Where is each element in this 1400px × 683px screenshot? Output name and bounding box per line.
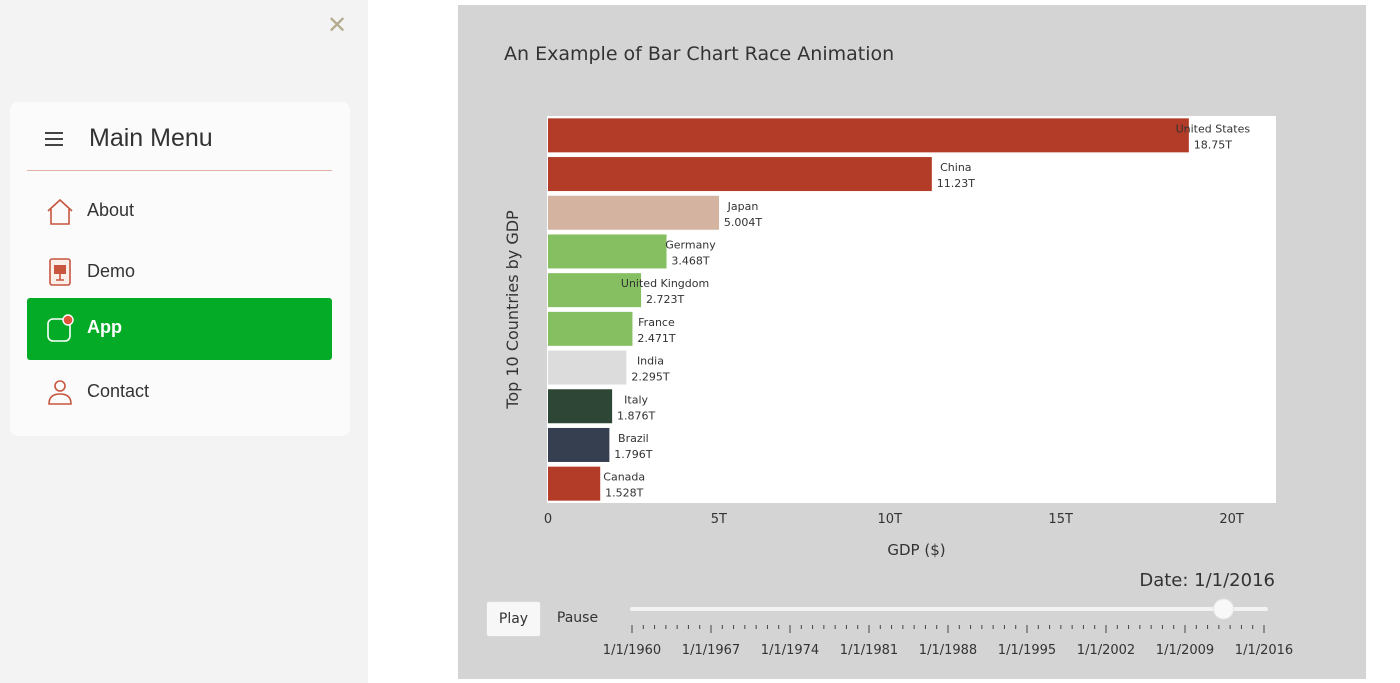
home-icon [47, 198, 73, 225]
bar-value-label: 2.471T [637, 332, 675, 345]
x-tick-label: 5T [711, 512, 727, 527]
menu-item-label: App [87, 317, 122, 337]
bar-italy [548, 389, 613, 424]
bar-value-label: 2.295T [631, 371, 669, 384]
menu-item-label: Demo [87, 261, 136, 281]
bar-category-label: United Kingdom [621, 277, 709, 290]
menu-title: Main Menu [89, 124, 213, 152]
menu-item-label: Contact [87, 381, 150, 401]
bar-category-label: China [940, 161, 971, 174]
play-button[interactable]: Play [486, 601, 541, 637]
bar-china [548, 157, 932, 192]
user-icon [48, 380, 72, 405]
bar-france [548, 311, 633, 346]
bar-category-label: France [638, 316, 675, 329]
bar-category-label: Japan [727, 200, 759, 213]
bar-brazil [548, 427, 610, 462]
slider-tick-label: 1/1/1974 [761, 643, 819, 658]
bar-value-label: 2.723T [646, 293, 684, 306]
presentation-icon [49, 258, 71, 286]
bar-value-label: 1.528T [605, 487, 643, 500]
bar-chart: United States 18.75T China 11.23T Japan 5.004… [503, 116, 1293, 658]
main-panel: An Example of Bar Chart Race Animation U… [458, 5, 1366, 679]
slider-tick-label: 1/1/1967 [682, 643, 740, 658]
x-axis-title: GDP ($) [887, 541, 945, 559]
y-axis-title: Top 10 Countries by GDP [503, 210, 522, 410]
hamburger-icon[interactable] [45, 132, 63, 146]
menu-item-about[interactable]: About [27, 181, 332, 243]
bar-united-states [548, 118, 1189, 153]
bar-value-label: 3.468T [671, 254, 709, 267]
app-icon [47, 314, 74, 342]
bar-value-label: 5.004T [724, 216, 762, 229]
bar-japan [548, 195, 720, 230]
menu-item-app[interactable]: App [27, 298, 332, 360]
x-tick-label: 20T [1219, 512, 1244, 527]
x-tick-label: 15T [1048, 512, 1073, 527]
bar-india [548, 350, 627, 385]
slider-tick-label: 1/1/2009 [1156, 643, 1214, 658]
bar-united-kingdom [548, 273, 642, 308]
x-tick-label: 0 [544, 512, 552, 527]
current-date-label: Date: 1/1/2016 [1139, 570, 1275, 591]
bar-category-label: Canada [603, 471, 645, 484]
bar-category-label: India [637, 355, 664, 368]
bar-canada [548, 466, 601, 501]
bar-category-label: Italy [624, 393, 648, 406]
bar-value-label: 1.876T [617, 409, 655, 422]
menu-header: Main Menu [27, 102, 332, 171]
close-icon[interactable]: ✕ [326, 11, 348, 39]
slider-tick-label: 1/1/1981 [840, 643, 898, 658]
slider-tick-label: 1/1/1960 [603, 643, 661, 658]
menu-item-demo[interactable]: Demo [27, 242, 332, 304]
slider-tick-label: 1/1/2002 [1077, 643, 1135, 658]
slider-tick-label: 1/1/1988 [919, 643, 977, 658]
chart-title: An Example of Bar Chart Race Animation [504, 43, 895, 65]
bar-value-label: 18.75T [1194, 138, 1232, 151]
bar-category-label: Brazil [618, 432, 649, 445]
bar-category-label: Germany [665, 238, 716, 251]
menu-item-contact[interactable]: Contact [27, 362, 332, 424]
sidebar: ✕ Main Menu About Demo [0, 0, 368, 683]
menu-item-label: About [87, 200, 135, 220]
x-tick-label: 10T [878, 512, 903, 527]
slider-handle[interactable] [1213, 598, 1235, 620]
bar-germany [548, 234, 667, 269]
bar-value-label: 11.23T [937, 177, 975, 190]
bar-value-label: 1.796T [614, 448, 652, 461]
slider-tick-label: 1/1/2016 [1235, 643, 1293, 658]
pause-button[interactable]: Pause [556, 610, 599, 626]
slider-tick-label: 1/1/1995 [998, 643, 1056, 658]
main-menu: Main Menu About Demo App [10, 102, 350, 436]
bar-category-label: United States [1176, 122, 1251, 135]
